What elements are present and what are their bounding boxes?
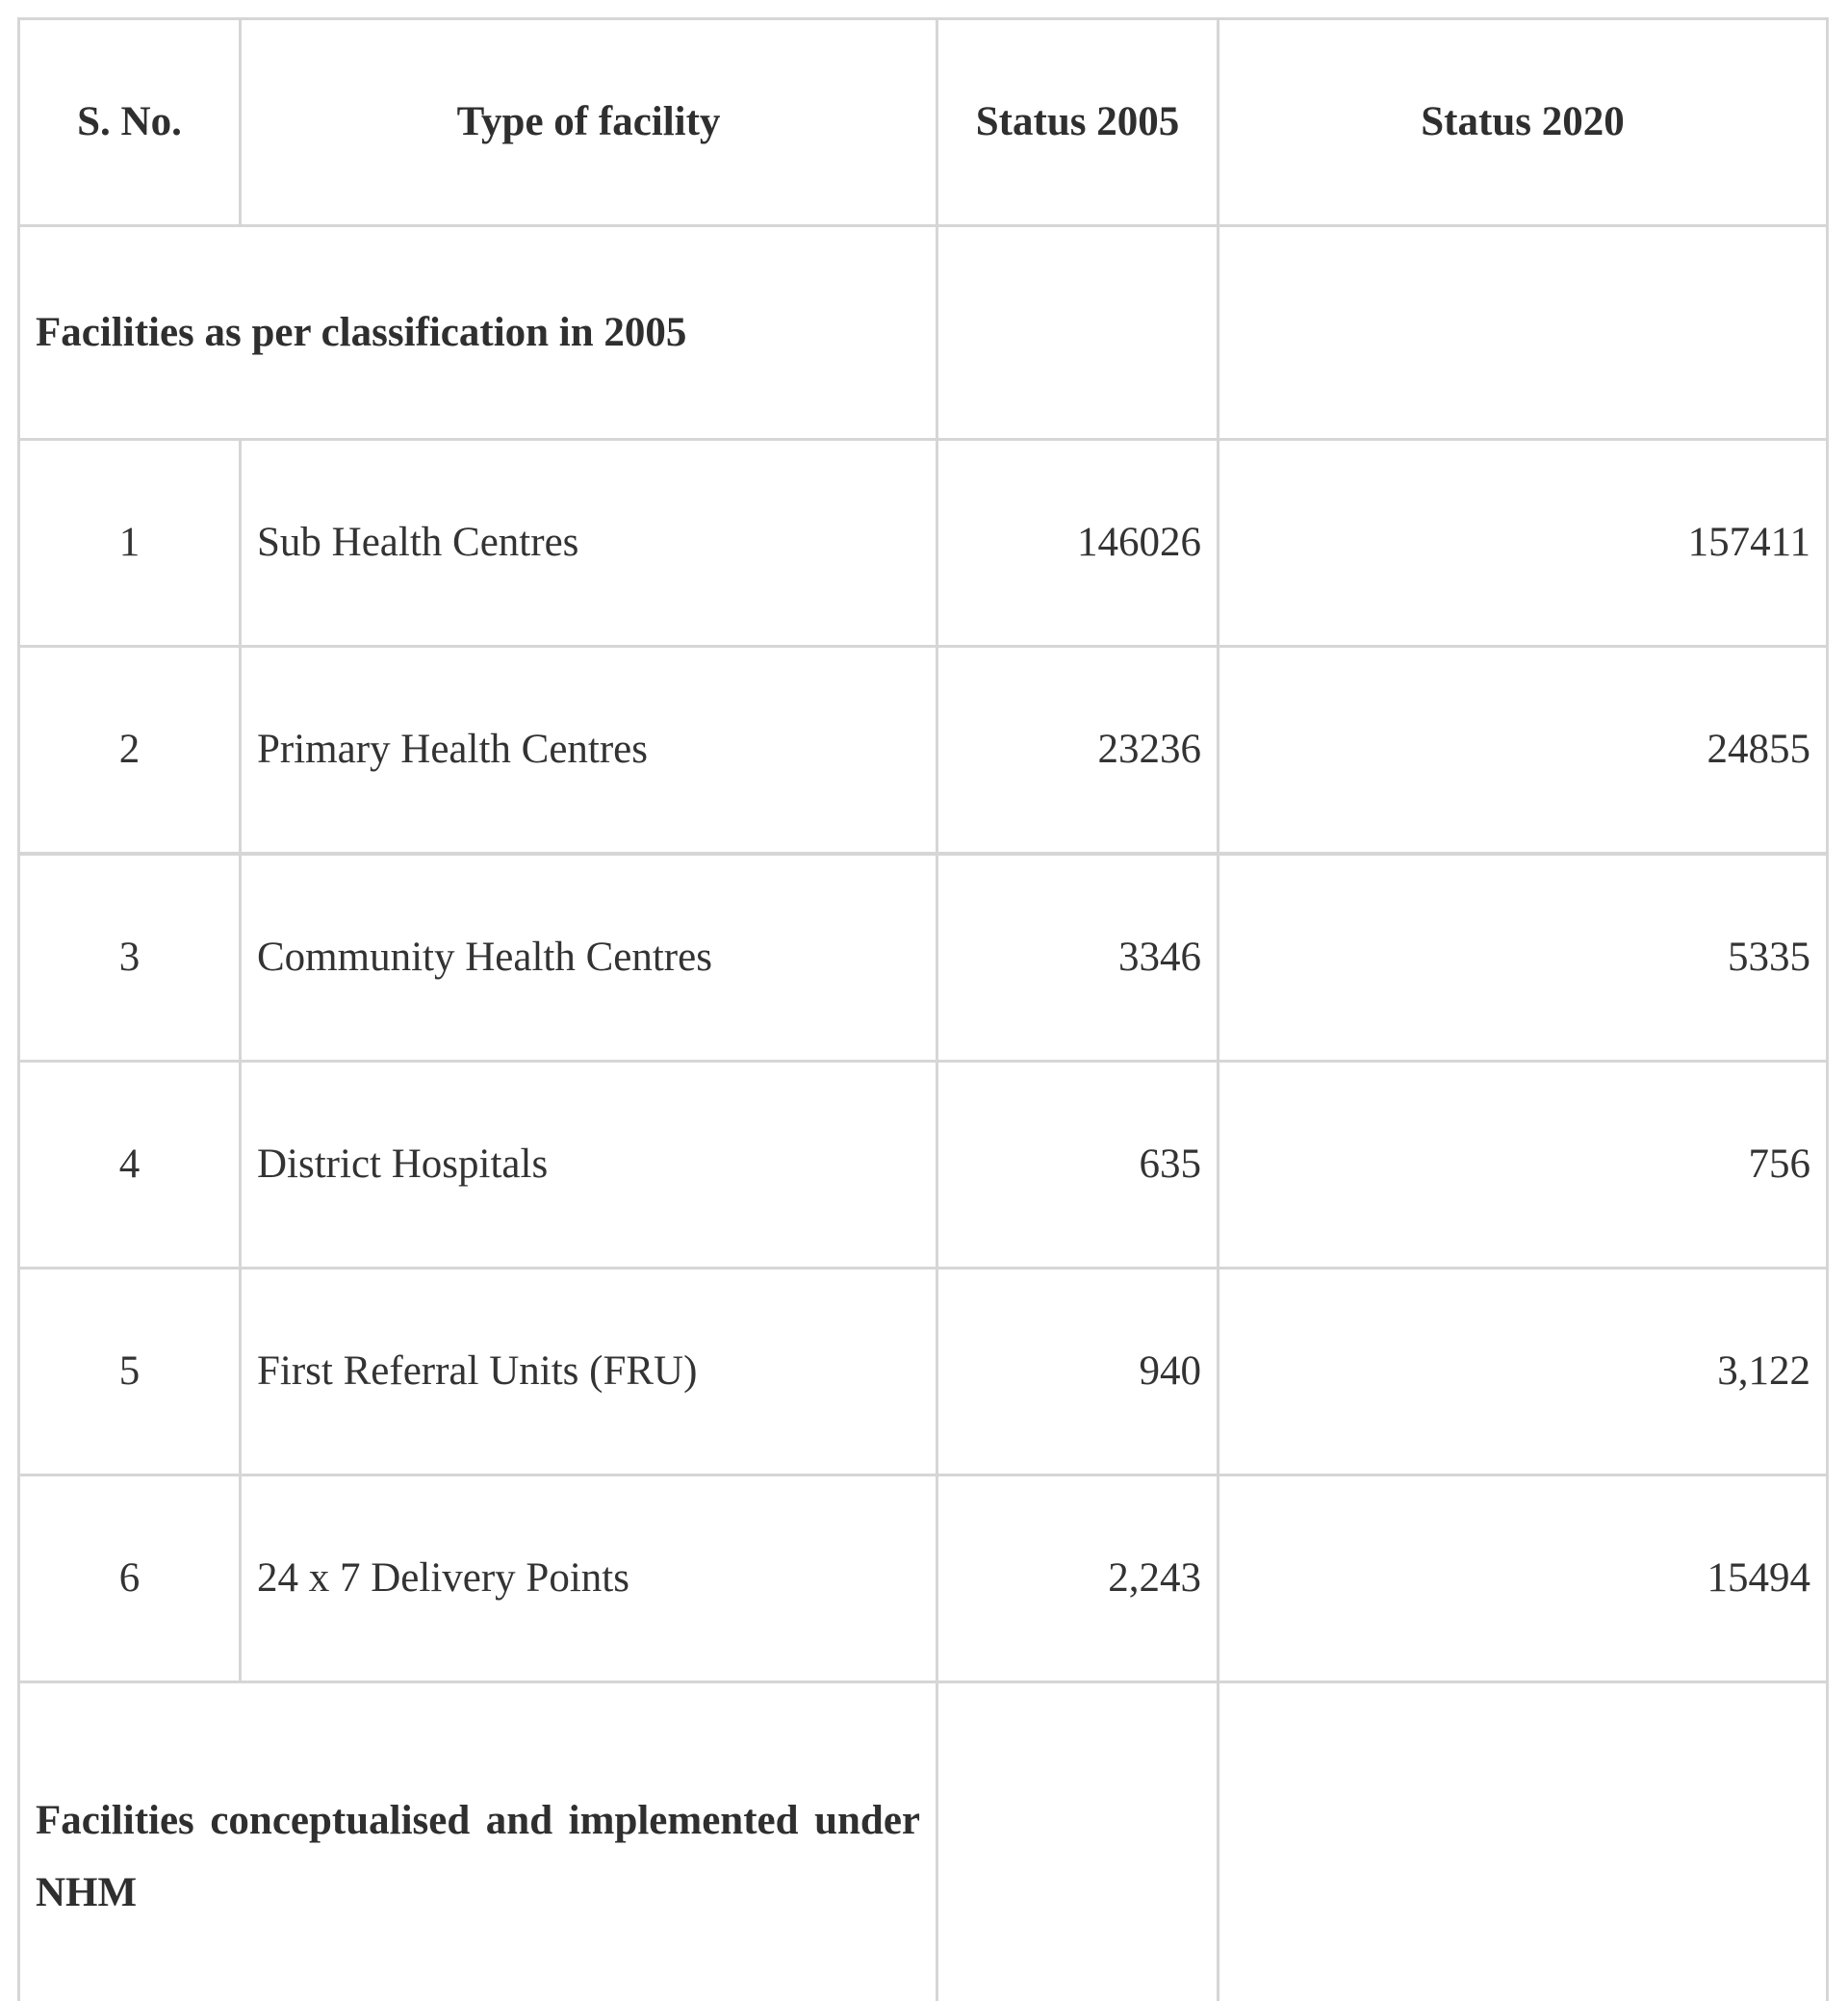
empty-cell [937, 226, 1219, 440]
cell-type: District Hospitals [241, 1062, 937, 1269]
cell-type: Primary Health Centres [241, 647, 937, 855]
cell-type: Community Health Centres [241, 854, 937, 1062]
table-row: 1 Sub Health Centres 146026 157411 [19, 440, 1828, 647]
cell-sno: 4 [19, 1062, 241, 1269]
cell-sno: 6 [19, 1475, 241, 1682]
cell-status-2020: 756 [1219, 1062, 1828, 1269]
empty-cell [1219, 1682, 1828, 2001]
cell-status-2020: 157411 [1219, 440, 1828, 647]
table-row: 2 Primary Health Centres 23236 24855 [19, 647, 1828, 855]
cell-status-2005: 2,243 [937, 1475, 1219, 1682]
section-label: Facilities as per classification in 2005 [19, 226, 937, 440]
cell-status-2020: 15494 [1219, 1475, 1828, 1682]
cell-status-2020: 5335 [1219, 854, 1828, 1062]
header-status-2005: Status 2005 [937, 19, 1219, 226]
cell-status-2005: 146026 [937, 440, 1219, 647]
cell-type: Sub Health Centres [241, 440, 937, 647]
section-row: Facilities as per classification in 2005 [19, 226, 1828, 440]
header-sno: S. No. [19, 19, 241, 226]
table-row: 3 Community Health Centres 3346 5335 [19, 854, 1828, 1062]
section-row: Facilities conceptualised and implemente… [19, 1682, 1828, 2001]
cell-sno: 1 [19, 440, 241, 647]
cell-status-2005: 3346 [937, 854, 1219, 1062]
cell-sno: 5 [19, 1269, 241, 1475]
cell-sno: 2 [19, 647, 241, 855]
header-type-of-facility: Type of facility [241, 19, 937, 226]
cell-sno: 3 [19, 854, 241, 1062]
table-header-row: S. No. Type of facility Status 2005 Stat… [19, 19, 1828, 226]
facility-status-table: S. No. Type of facility Status 2005 Stat… [17, 17, 1829, 2001]
cell-type: First Referral Units (FRU) [241, 1269, 937, 1475]
table-row: 5 First Referral Units (FRU) 940 3,122 [19, 1269, 1828, 1475]
empty-cell [937, 1682, 1219, 2001]
cell-status-2005: 940 [937, 1269, 1219, 1475]
section-label: Facilities conceptualised and implemente… [19, 1682, 937, 2001]
table-row: 6 24 x 7 Delivery Points 2,243 15494 [19, 1475, 1828, 1682]
table-row: 4 District Hospitals 635 756 [19, 1062, 1828, 1269]
header-status-2020: Status 2020 [1219, 19, 1828, 226]
empty-cell [1219, 226, 1828, 440]
cell-status-2005: 635 [937, 1062, 1219, 1269]
cell-status-2005: 23236 [937, 647, 1219, 855]
cell-status-2020: 24855 [1219, 647, 1828, 855]
cell-status-2020: 3,122 [1219, 1269, 1828, 1475]
cell-type: 24 x 7 Delivery Points [241, 1475, 937, 1682]
